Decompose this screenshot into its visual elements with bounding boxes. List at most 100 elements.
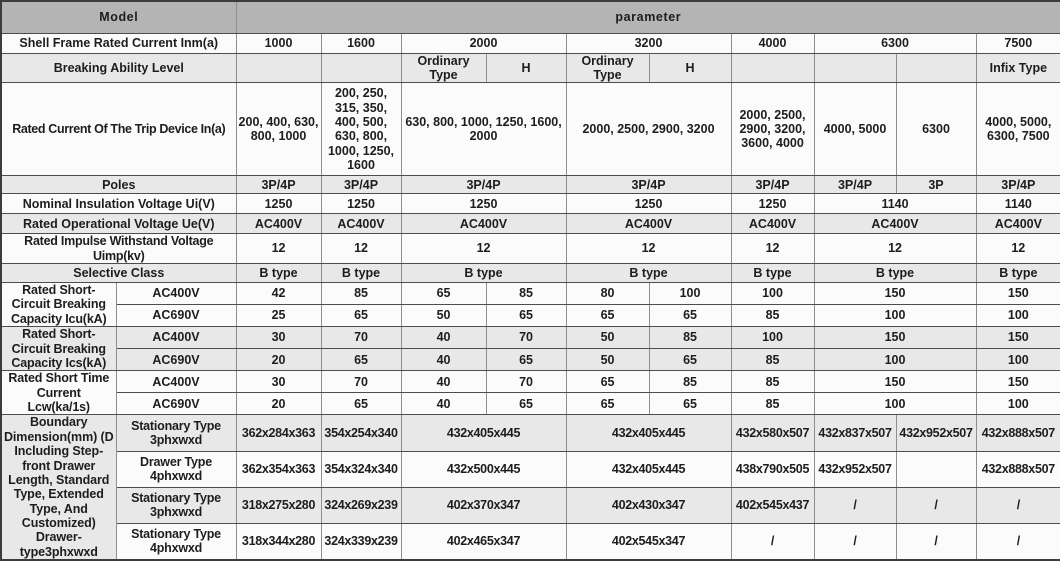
cell-r5c3: 1250 <box>400 193 567 215</box>
cell-r4c7: 3P <box>895 175 977 195</box>
cell-r15c5: 432x405x445 <box>565 414 732 452</box>
cell-r16c8: 432x888x507 <box>975 450 1060 488</box>
cell-r18c2: 324x339x239 <box>320 522 402 561</box>
row-label-shell-frame-rated-current: Shell Frame Rated Current Inm(a) <box>0 32 237 54</box>
cell-r10c7: 85 <box>730 304 815 328</box>
cell-r17c4: 402x430x347 <box>565 486 732 524</box>
cell-r9c5: 85 <box>485 281 567 306</box>
table-row: Rated Short Time Current Lcw(ka/1s) AC400… <box>0 370 1060 416</box>
cell-r16c1: 362x354x363 <box>235 450 322 488</box>
cell-r13c3: 70 <box>320 370 402 394</box>
cell-r11c5: 70 <box>485 326 567 350</box>
cell-r14c3: 40 <box>400 392 487 416</box>
row-label-lcw: Rated Short Time Current Lcw(ka/1s) <box>0 370 117 416</box>
cell-r8c1: B type <box>235 263 322 283</box>
cell-r3c6: 4000, 5000 <box>813 82 897 177</box>
cell-r15c9: 432x888x507 <box>975 414 1060 452</box>
cell-r15c6: 432x580x507 <box>730 414 815 452</box>
frame-1600: 1600 <box>320 32 402 54</box>
row-label-breaking-ability-level: Breaking Ability Level <box>0 52 237 84</box>
row-label-ics: Rated Short-Circuit Breaking Capacity Ic… <box>0 326 117 372</box>
cell-r9c6: 80 <box>565 281 650 306</box>
cell-r14c9: 100 <box>975 392 1060 416</box>
cell-r2c1 <box>235 52 322 84</box>
breaking-level-h-3200: H <box>648 52 732 84</box>
cell-r18c4: 402x545x347 <box>565 522 732 561</box>
cell-r9c4: 65 <box>400 281 487 306</box>
table-row: AC690V 20 65 40 65 50 65 85 100 100 <box>1 348 1060 372</box>
table-row: Boundary Dimension(mm) (D Including Step… <box>0 414 1060 561</box>
cell-r13c7: 85 <box>648 370 732 394</box>
cell-r8c2: B type <box>320 263 402 283</box>
cell-r9c9: 150 <box>813 281 977 306</box>
cell-r15c3: 354x254x340 <box>320 414 402 452</box>
cell-r13c2: 30 <box>235 370 322 394</box>
cell-r12c7: 85 <box>730 348 815 372</box>
model-header: Model <box>0 0 237 34</box>
cell-r14c1: 20 <box>235 392 322 416</box>
row-label-selective-class: Selective Class <box>0 263 237 283</box>
cell-r3c5: 2000, 2500, 2900, 3200, 3600, 4000 <box>730 82 815 177</box>
cell-r10c2: 65 <box>320 304 402 328</box>
cell-r15c4: 432x405x445 <box>400 414 567 452</box>
cell-r12c2: 65 <box>320 348 402 372</box>
cell-r10c6: 65 <box>648 304 732 328</box>
frame-1000: 1000 <box>235 32 322 54</box>
cell-r18c7: / <box>895 522 977 561</box>
cell-r11c10: 150 <box>975 326 1060 350</box>
cell-r3c8: 4000, 5000, 6300, 7500 <box>975 82 1060 177</box>
cell-r5c1: 1250 <box>235 193 322 215</box>
cell-r15c8: 432x952x507 <box>895 414 977 452</box>
icu-ac400v-label: AC400V <box>115 281 237 306</box>
cell-r10c3: 50 <box>400 304 487 328</box>
cell-r8c7: B type <box>975 263 1060 283</box>
dim-type-stationary-3p-2: Stationary Type 3phxwxd <box>115 486 237 524</box>
table-row: AC690V 20 65 40 65 65 65 85 100 100 <box>1 392 1060 416</box>
cell-r7c4: 12 <box>565 233 732 264</box>
cell-r2c7 <box>730 52 815 84</box>
table-row: Selective Class B type B type B type B type B… <box>0 263 1060 283</box>
frame-7500: 7500 <box>975 32 1060 54</box>
table-row: Rated Short-Circuit Breaking Capacity Ic… <box>0 281 1060 328</box>
cell-r4c8: 3P/4P <box>975 175 1060 195</box>
cell-r8c5: B type <box>730 263 815 283</box>
cell-r6c4: AC400V <box>565 213 732 235</box>
cell-r2c2 <box>320 52 402 84</box>
cell-r4c4: 3P/4P <box>565 175 732 195</box>
cell-r7c6: 12 <box>813 233 977 264</box>
cell-r8c6: B type <box>813 263 977 283</box>
cell-r3c7: 6300 <box>895 82 977 177</box>
cell-r8c3: B type <box>400 263 567 283</box>
cell-r16c5: 438x790x505 <box>730 450 815 488</box>
cell-r3c3: 630, 800, 1000, 1250, 1600, 2000 <box>400 82 567 177</box>
dim-type-stationary-3p: Stationary Type 3phxwxd <box>115 414 237 452</box>
row-label-icu: Rated Short-Circuit Breaking Capacity Ic… <box>0 281 117 328</box>
cell-r9c10: 150 <box>975 281 1060 306</box>
cell-r17c5: 402x545x437 <box>730 486 815 524</box>
breaking-level-ordinary-3200: Ordinary Type <box>565 52 650 84</box>
cell-r14c5: 65 <box>565 392 650 416</box>
cell-r18c6: / <box>813 522 897 561</box>
cell-r2c9 <box>895 52 977 84</box>
dim-type-drawer-4p: Drawer Type 4phxwxd <box>115 450 237 488</box>
lcw-ac400v-label: AC400V <box>115 370 237 394</box>
cell-r6c5: AC400V <box>730 213 815 235</box>
cell-r12c1: 20 <box>235 348 322 372</box>
cell-r11c2: 30 <box>235 326 322 350</box>
ics-ac690v-label: AC690V <box>115 348 237 372</box>
frame-2000: 2000 <box>400 32 567 54</box>
cell-r9c3: 85 <box>320 281 402 306</box>
cell-r4c1: 3P/4P <box>235 175 322 195</box>
cell-r18c5: / <box>730 522 815 561</box>
cell-r17c7: / <box>895 486 977 524</box>
row-label-poles: Poles <box>0 175 237 195</box>
cell-r10c4: 65 <box>485 304 567 328</box>
table-row: Poles 3P/4P 3P/4P 3P/4P 3P/4P 3P/4P 3P/4P 3P 3P/… <box>0 175 1060 195</box>
table-row: Stationary Type 3phxwxd 318x275x280 324x26… <box>1 486 1060 524</box>
cell-r11c7: 85 <box>648 326 732 350</box>
cell-r4c5: 3P/4P <box>730 175 815 195</box>
cell-r6c7: AC400V <box>975 213 1060 235</box>
cell-r14c7: 85 <box>730 392 815 416</box>
